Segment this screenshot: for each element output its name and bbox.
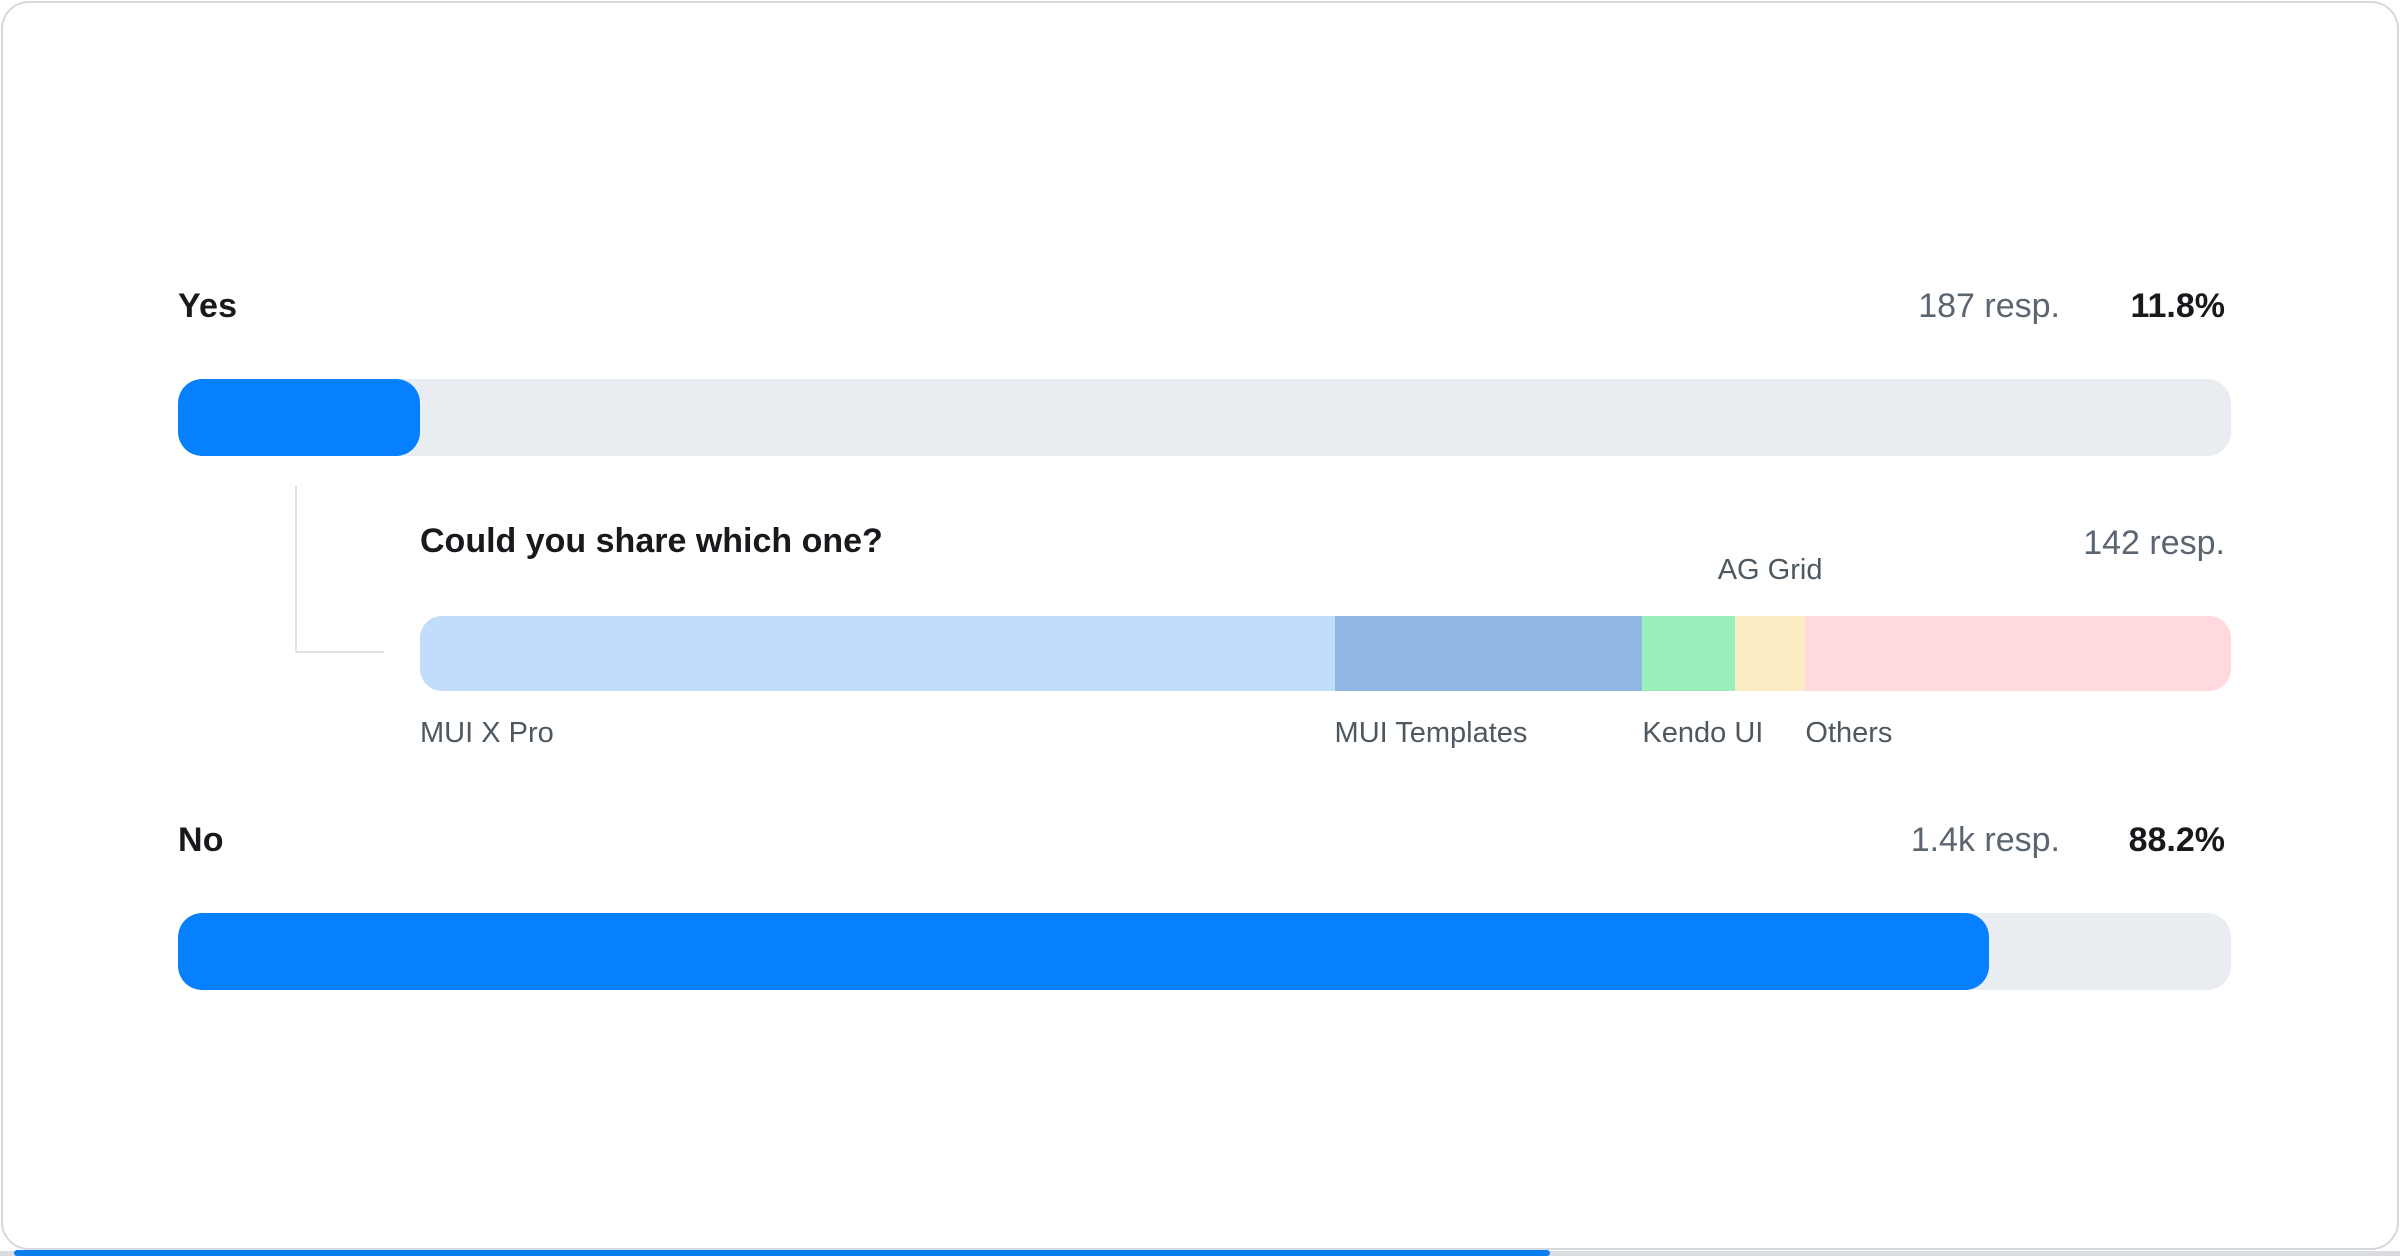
segment-mui-x-pro (420, 616, 1335, 691)
segment-label-ag-grid: AG Grid (1717, 554, 1823, 586)
yes-responses-count: 187 resp. (1918, 287, 2060, 325)
yes-bar-track (178, 379, 2231, 456)
segment-ag-grid (1734, 616, 1806, 691)
followup-connector-horizontal (295, 651, 384, 653)
no-percent-value: 88.2% (2128, 821, 2225, 859)
yes-percent-value: 11.8% (2130, 287, 2225, 325)
answer-label-yes: Yes (178, 287, 238, 325)
segment-label-others: Others (1805, 717, 1893, 749)
segment-label-mui-templates: MUI Templates (1334, 717, 1528, 749)
answer-values-no: 1.4k resp. 88.2% (1911, 821, 2225, 860)
yes-bar-fill (178, 379, 421, 456)
answer-label-no: No (178, 821, 224, 859)
segment-others (1805, 616, 2231, 691)
segment-mui-templates (1334, 616, 1643, 691)
followup-connector-vertical (295, 486, 297, 653)
segment-label-mui-x-pro: MUI X Pro (420, 717, 554, 749)
no-bar-fill (178, 913, 1989, 990)
no-responses-count: 1.4k resp. (1910, 821, 2060, 859)
segment-label-kendo-ui: Kendo UI (1642, 717, 1764, 749)
no-bar-track (178, 913, 2231, 990)
segment-kendo-ui (1642, 616, 1735, 691)
horizontal-scrollbar-thumb[interactable] (14, 1250, 1550, 1256)
followup-responses-count: 142 resp. (2083, 524, 2225, 562)
answer-values-yes: 187 resp. 11.8% (1918, 287, 2225, 326)
followup-stacked-bar (420, 616, 2231, 691)
followup-question-title: Could you share which one? (420, 522, 883, 560)
segment-labels-below: MUI X Pro MUI Templates Kendo UI Others (420, 717, 2231, 757)
